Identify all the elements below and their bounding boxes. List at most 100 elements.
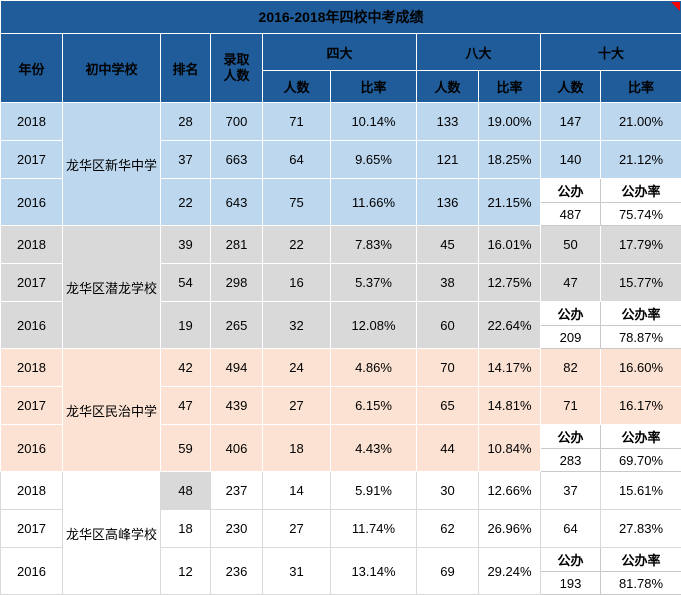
- cell-big8-ratio: 12.75%: [479, 264, 541, 302]
- public-ratio-value: 69.70%: [601, 449, 681, 471]
- cell-big4-count: 18: [263, 425, 331, 472]
- cell-big8-count: 62: [417, 510, 479, 548]
- cell-big10-public-count: 公办 193: [541, 548, 601, 595]
- cell-big8-count: 136: [417, 179, 479, 226]
- cell-big4-count: 27: [263, 387, 331, 425]
- cell-big10-ratio: 15.61%: [601, 472, 681, 510]
- cell-admitted: 265: [211, 302, 263, 349]
- cell-big10-count: 140: [541, 141, 601, 179]
- cell-big8-ratio: 19.00%: [479, 103, 541, 141]
- cell-admitted: 230: [211, 510, 263, 548]
- col-header-rank: 排名: [161, 34, 211, 103]
- cell-big10-ratio: 27.83%: [601, 510, 681, 548]
- cell-rank: 39: [161, 226, 211, 264]
- table-row: 2018 龙华区民治中学 42 494 24 4.86% 70 14.17% 8…: [1, 349, 681, 387]
- cell-year: 2017: [1, 141, 63, 179]
- cell-rank: 42: [161, 349, 211, 387]
- cell-big4-ratio: 13.14%: [331, 548, 417, 595]
- comment-marker-icon: [671, 2, 680, 11]
- public-rate-label: 公办率: [601, 425, 681, 449]
- col-header-big4-count: 人数: [263, 71, 331, 103]
- cell-big4-count: 71: [263, 103, 331, 141]
- cell-big8-ratio: 12.66%: [479, 472, 541, 510]
- public-label: 公办: [541, 425, 600, 449]
- cell-admitted: 439: [211, 387, 263, 425]
- cell-rank: 54: [161, 264, 211, 302]
- cell-big4-ratio: 5.37%: [331, 264, 417, 302]
- col-header-big4: 四大: [263, 34, 417, 71]
- cell-rank: 12: [161, 548, 211, 595]
- col-header-big10: 十大: [541, 34, 681, 71]
- cell-big10-ratio: 15.77%: [601, 264, 681, 302]
- cell-big4-ratio: 4.86%: [331, 349, 417, 387]
- cell-big10-public-count: 公办 209: [541, 302, 601, 349]
- cell-big10-ratio: 21.00%: [601, 103, 681, 141]
- cell-big8-count: 133: [417, 103, 479, 141]
- col-header-big8-ratio: 比率: [479, 71, 541, 103]
- cell-big4-ratio: 6.15%: [331, 387, 417, 425]
- public-label: 公办: [541, 548, 600, 572]
- cell-big8-count: 69: [417, 548, 479, 595]
- cell-big8-count: 121: [417, 141, 479, 179]
- cell-big10-ratio: 16.60%: [601, 349, 681, 387]
- cell-big4-count: 22: [263, 226, 331, 264]
- public-count-value: 209: [541, 326, 600, 348]
- cell-big4-count: 75: [263, 179, 331, 226]
- cell-rank: 48: [161, 472, 211, 510]
- cell-big8-count: 60: [417, 302, 479, 349]
- cell-big8-count: 45: [417, 226, 479, 264]
- cell-big4-ratio: 10.14%: [331, 103, 417, 141]
- public-ratio-value: 78.87%: [601, 326, 681, 348]
- public-rate-label: 公办率: [601, 302, 681, 326]
- cell-big8-ratio: 14.81%: [479, 387, 541, 425]
- cell-big4-count: 27: [263, 510, 331, 548]
- cell-big4-count: 14: [263, 472, 331, 510]
- cell-big4-count: 31: [263, 548, 331, 595]
- cell-big10-public-ratio: 公办率 81.78%: [601, 548, 681, 595]
- cell-big10-public-ratio: 公办率 78.87%: [601, 302, 681, 349]
- cell-big8-count: 44: [417, 425, 479, 472]
- cell-big8-ratio: 26.96%: [479, 510, 541, 548]
- cell-big4-ratio: 4.43%: [331, 425, 417, 472]
- cell-school: 龙华区新华中学: [63, 103, 161, 226]
- col-header-year: 年份: [1, 34, 63, 103]
- cell-rank: 47: [161, 387, 211, 425]
- table-title: 2016-2018年四校中考成绩: [1, 1, 681, 34]
- cell-rank: 19: [161, 302, 211, 349]
- cell-admitted: 643: [211, 179, 263, 226]
- cell-big10-public-ratio: 公办率 75.74%: [601, 179, 681, 226]
- cell-big8-count: 70: [417, 349, 479, 387]
- table-row: 2018 龙华区潜龙学校 39 281 22 7.83% 45 16.01% 5…: [1, 226, 681, 264]
- cell-year: 2018: [1, 349, 63, 387]
- cell-big10-public-count: 公办 487: [541, 179, 601, 226]
- table-row: 2018 龙华区高峰学校 48 237 14 5.91% 30 12.66% 3…: [1, 472, 681, 510]
- cell-big10-count: 82: [541, 349, 601, 387]
- cell-big8-ratio: 18.25%: [479, 141, 541, 179]
- cell-year: 2016: [1, 179, 63, 226]
- cell-big10-public-ratio: 公办率 69.70%: [601, 425, 681, 472]
- cell-big4-ratio: 12.08%: [331, 302, 417, 349]
- cell-big8-count: 65: [417, 387, 479, 425]
- cell-school: 龙华区潜龙学校: [63, 226, 161, 349]
- table-title-text: 2016-2018年四校中考成绩: [259, 9, 424, 25]
- cell-admitted: 237: [211, 472, 263, 510]
- cell-big8-ratio: 16.01%: [479, 226, 541, 264]
- cell-year: 2018: [1, 103, 63, 141]
- col-header-big8: 八大: [417, 34, 541, 71]
- cell-big8-ratio: 10.84%: [479, 425, 541, 472]
- cell-rank: 22: [161, 179, 211, 226]
- cell-admitted: 281: [211, 226, 263, 264]
- cell-big8-ratio: 22.64%: [479, 302, 541, 349]
- public-count-value: 487: [541, 203, 600, 225]
- cell-admitted: 494: [211, 349, 263, 387]
- cell-big8-count: 30: [417, 472, 479, 510]
- cell-year: 2016: [1, 425, 63, 472]
- cell-year: 2018: [1, 472, 63, 510]
- cell-admitted: 236: [211, 548, 263, 595]
- col-header-big8-count: 人数: [417, 71, 479, 103]
- cell-big4-count: 16: [263, 264, 331, 302]
- public-label: 公办: [541, 179, 600, 203]
- cell-year: 2016: [1, 302, 63, 349]
